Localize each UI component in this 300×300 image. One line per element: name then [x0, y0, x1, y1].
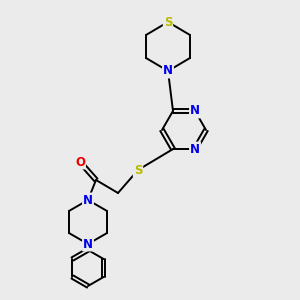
Text: S: S — [164, 16, 172, 28]
Text: S: S — [134, 164, 142, 176]
Text: N: N — [190, 104, 200, 117]
Text: N: N — [83, 194, 93, 206]
Text: O: O — [75, 155, 85, 169]
Text: N: N — [163, 64, 173, 77]
Text: N: N — [83, 238, 93, 250]
Text: N: N — [190, 142, 200, 156]
